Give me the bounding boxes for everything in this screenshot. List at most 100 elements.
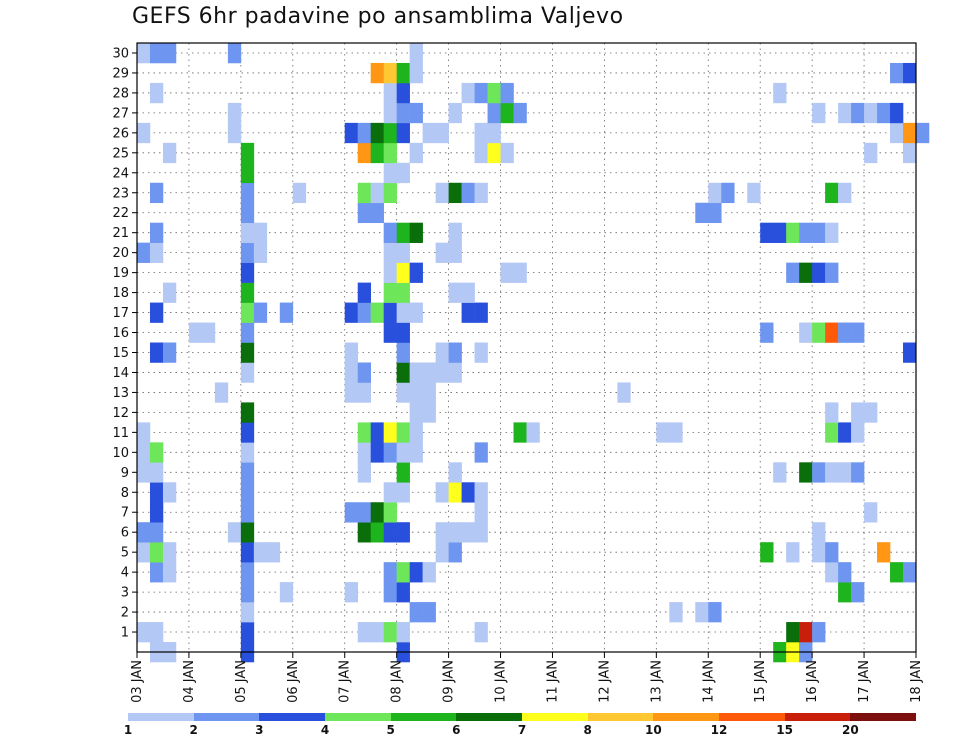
- heatmap-cell: [149, 302, 164, 323]
- heatmap-cell: [409, 442, 423, 463]
- y-tick-label: 20: [112, 246, 129, 261]
- heatmap-cell: [474, 442, 488, 463]
- heatmap-cell: [877, 102, 891, 124]
- heatmap-cell: [851, 102, 865, 124]
- x-tick-label: 03 JAN: [130, 660, 145, 703]
- heatmap-cell: [137, 442, 151, 463]
- heatmap-cell: [253, 542, 268, 563]
- heatmap-cell: [383, 582, 397, 603]
- heatmap-cell: [357, 442, 371, 463]
- heatmap-cell: [695, 202, 709, 224]
- heatmap-cell: [396, 262, 410, 283]
- heatmap-cell: [149, 542, 164, 563]
- heatmap-cell: [383, 422, 397, 443]
- heatmap-cell: [396, 102, 410, 124]
- heatmap-cell: [240, 182, 255, 204]
- heatmap-cell: [383, 182, 397, 204]
- heatmap-cell: [825, 182, 839, 204]
- x-tick-label: 05 JAN: [234, 660, 249, 703]
- heatmap-cell: [838, 182, 852, 204]
- heatmap-cell: [851, 322, 865, 343]
- heatmap-cell: [812, 542, 826, 563]
- heatmap-cell: [461, 82, 475, 104]
- heatmap-cell: [240, 202, 255, 224]
- y-tick-label: 2: [121, 606, 129, 621]
- heatmap-cell: [240, 582, 255, 603]
- heatmap-cell: [227, 522, 242, 543]
- heatmap-cell: [825, 542, 839, 563]
- heatmap-cell: [409, 302, 423, 323]
- heatmap-cell: [435, 342, 449, 363]
- heatmap-cell: [370, 502, 384, 523]
- heatmap-cell: [448, 522, 462, 543]
- heatmap-cell: [864, 102, 878, 124]
- heatmap-cell: [903, 142, 917, 164]
- heatmap-cell: [825, 262, 839, 283]
- heatmap-cell: [396, 422, 410, 443]
- heatmap-cell: [513, 262, 527, 283]
- heatmap-cell: [240, 462, 255, 483]
- heatmap-cell: [240, 242, 255, 263]
- y-tick-label: 29: [112, 66, 129, 81]
- heatmap-cell: [786, 622, 800, 643]
- heatmap-cell: [383, 222, 397, 243]
- heatmap-cell: [812, 322, 826, 343]
- y-tick-label: 10: [112, 446, 129, 461]
- heatmap-cell: [240, 442, 255, 463]
- heatmap-cell: [669, 422, 683, 443]
- y-tick-label: 19: [112, 266, 129, 281]
- heatmap-cell: [149, 462, 164, 483]
- heatmap-cell: [383, 482, 397, 503]
- heatmap-cell: [162, 142, 177, 164]
- heatmap-cell: [474, 502, 488, 523]
- legend-label: 5: [386, 723, 395, 737]
- heatmap-cell: [461, 182, 475, 204]
- legend-swatch: [653, 713, 720, 721]
- heatmap-cell: [357, 282, 371, 303]
- heatmap-cell: [799, 222, 813, 243]
- x-tick-label: 10 JAN: [494, 660, 509, 703]
- heatmap-cell: [344, 302, 359, 323]
- heatmap-cell: [448, 102, 462, 124]
- heatmap-cell: [461, 522, 475, 543]
- heatmap-cell: [448, 182, 462, 204]
- heatmap-cell: [162, 282, 177, 303]
- y-tick-label: 4: [121, 566, 129, 581]
- heatmap-cell: [487, 82, 501, 104]
- y-tick-label: 6: [121, 526, 129, 541]
- heatmap-cell: [474, 622, 488, 643]
- heatmap-cell: [851, 582, 865, 603]
- heatmap-cell: [396, 282, 410, 303]
- heatmap-cell: [838, 582, 852, 603]
- heatmap-cell: [149, 622, 164, 643]
- heatmap-cell: [812, 102, 826, 124]
- legend-label: 7: [517, 723, 527, 737]
- heatmap-cell: [344, 582, 359, 603]
- heatmap-cell: [383, 102, 397, 124]
- heatmap-cell: [851, 402, 865, 423]
- color-legend-labels: 1 2 3 4 5 6 7 8 10 12 15 20: [0, 723, 960, 739]
- y-tick-label: 11: [112, 426, 129, 441]
- heatmap-cell: [825, 422, 839, 443]
- heatmap-cell: [448, 462, 462, 483]
- heatmap-cell: [253, 302, 268, 323]
- heatmap-cell: [474, 522, 488, 543]
- heatmap-cell: [214, 382, 229, 403]
- heatmap-cell: [383, 502, 397, 523]
- heatmap-cell: [409, 362, 423, 383]
- y-tick-label: 23: [112, 186, 129, 201]
- legend-label: 3: [255, 723, 264, 737]
- heatmap-cell: [370, 302, 384, 323]
- heatmap-cell: [890, 562, 904, 583]
- heatmap-cell: [227, 122, 242, 144]
- heatmap-cell: [137, 43, 151, 64]
- heatmap-cell: [773, 462, 787, 483]
- heatmap-cell: [370, 142, 384, 164]
- heatmap-cell: [240, 422, 255, 443]
- heatmap-cell: [357, 462, 371, 483]
- heatmap-cell: [227, 102, 242, 124]
- heatmap-cell: [825, 462, 839, 483]
- heatmap-cell: [461, 302, 475, 323]
- heatmap-cell: [747, 182, 761, 204]
- heatmap-cell: [773, 82, 787, 104]
